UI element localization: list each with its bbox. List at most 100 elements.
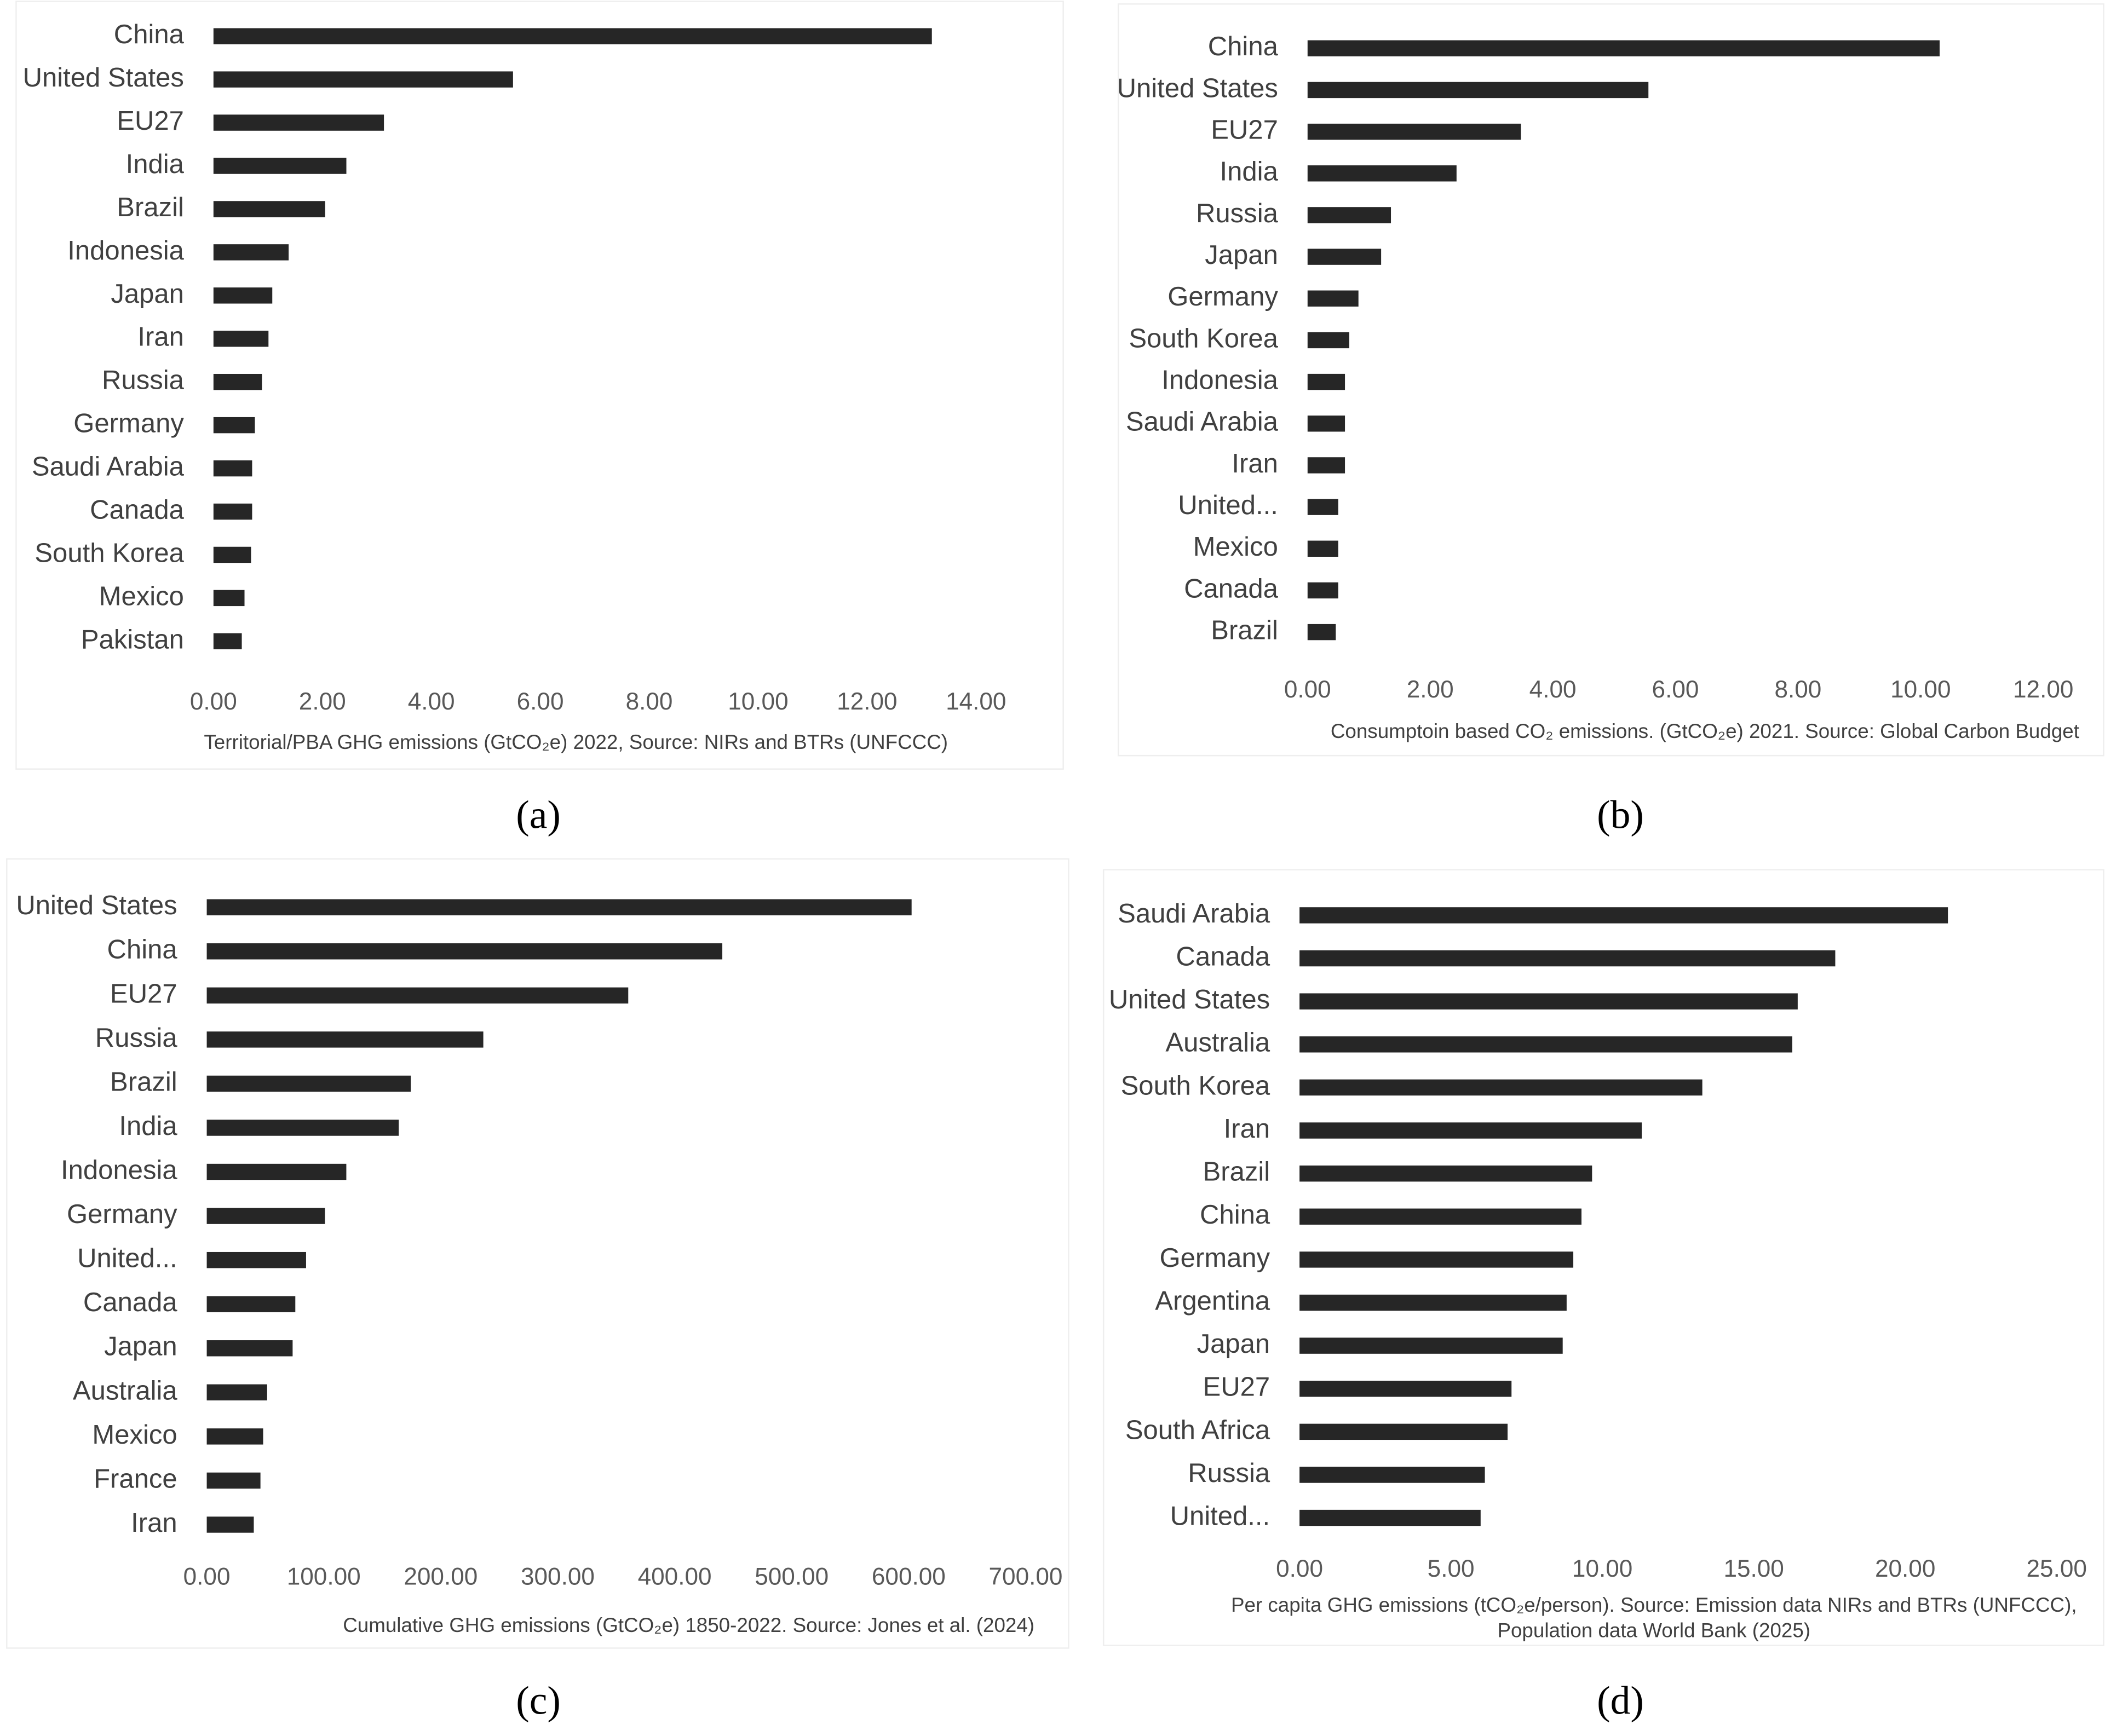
category-label: Pakistan <box>81 625 184 654</box>
x-tick-label: 0.00 <box>190 688 237 715</box>
category-label: Canada <box>83 1288 177 1317</box>
x-tick-label: 300.00 <box>521 1564 595 1590</box>
category-label: Iran <box>131 1508 177 1538</box>
bar <box>1299 1251 1574 1268</box>
bar <box>1299 1337 1563 1354</box>
bar <box>1299 993 1798 1010</box>
x-tick-label: 0.00 <box>1276 1555 1323 1582</box>
category-label: Brazil <box>1203 1157 1270 1187</box>
bar <box>206 1516 254 1533</box>
bar <box>1307 332 1349 349</box>
category-label: Japan <box>1205 240 1278 270</box>
bar <box>1299 1165 1592 1182</box>
category-label: France <box>94 1464 177 1493</box>
category-label: Indonesia <box>67 236 184 266</box>
bar <box>213 331 269 347</box>
category-label: United... <box>1170 1502 1270 1531</box>
bar <box>1299 1208 1581 1225</box>
x-tick-label: 100.00 <box>287 1564 361 1590</box>
x-axis-label: Population data World Bank (2025) <box>1497 1619 1810 1642</box>
bar <box>206 1075 411 1092</box>
category-label: China <box>1200 1200 1270 1230</box>
category-label: EU27 <box>117 106 184 136</box>
category-label: South Africa <box>1125 1415 1270 1445</box>
category-label: Iran <box>1224 1114 1270 1144</box>
bar <box>213 244 289 261</box>
bar <box>1307 416 1345 432</box>
bar <box>206 1208 325 1224</box>
category-label: EU27 <box>1203 1372 1270 1402</box>
category-label: South Korea <box>34 538 184 568</box>
x-tick-label: 700.00 <box>989 1564 1063 1590</box>
bar <box>1307 624 1336 641</box>
bar <box>213 373 262 390</box>
category-label: Japan <box>111 279 184 309</box>
bar <box>213 201 325 217</box>
bar <box>213 158 347 174</box>
category-label: Japan <box>1197 1329 1270 1359</box>
category-label: India <box>126 149 185 179</box>
x-tick-label: 14.00 <box>946 688 1006 715</box>
bar <box>1307 499 1338 515</box>
category-label: Canada <box>1184 574 1278 603</box>
bar <box>1299 1423 1508 1440</box>
category-label: Brazil <box>110 1067 177 1097</box>
x-tick-label: 10.00 <box>1890 676 1951 703</box>
category-label: Germany <box>67 1199 177 1229</box>
category-label: China <box>1208 32 1279 61</box>
x-tick-label: 6.00 <box>1652 676 1699 703</box>
bar <box>206 1296 296 1312</box>
x-tick-label: 600.00 <box>872 1564 946 1590</box>
bar <box>1299 1079 1703 1096</box>
bar <box>1307 373 1345 390</box>
category-label: EU27 <box>1211 116 1278 145</box>
category-label: Iran <box>137 322 183 352</box>
bar <box>1299 1122 1642 1139</box>
bar <box>1299 1509 1481 1526</box>
category-label: United... <box>1178 491 1278 520</box>
category-label: China <box>107 935 178 965</box>
bar <box>1307 40 1940 56</box>
category-label: United States <box>1109 985 1270 1014</box>
bar <box>206 987 629 1004</box>
bar <box>1299 950 1836 967</box>
bar <box>213 287 273 304</box>
category-label: Argentina <box>1155 1286 1270 1316</box>
x-tick-label: 25.00 <box>2027 1555 2087 1582</box>
x-tick-label: 8.00 <box>1774 676 1821 703</box>
bar <box>1307 165 1457 182</box>
category-label: Japan <box>104 1332 177 1362</box>
bar <box>213 503 252 520</box>
category-label: Indonesia <box>1161 366 1278 395</box>
category-label: United States <box>1117 73 1278 103</box>
category-label: Mexico <box>1193 532 1278 562</box>
category-label: Mexico <box>92 1420 177 1450</box>
x-tick-label: 12.00 <box>837 688 897 715</box>
bar <box>1307 207 1391 223</box>
category-label: Russia <box>1188 1458 1270 1488</box>
category-label: China <box>114 20 185 49</box>
bar <box>1307 249 1382 265</box>
bar <box>206 1340 293 1357</box>
bar <box>206 1031 484 1048</box>
category-label: Russia <box>1196 199 1279 228</box>
bar <box>1299 1467 1485 1483</box>
category-label: Indonesia <box>61 1155 177 1185</box>
category-label: Australia <box>1165 1028 1270 1058</box>
bar <box>206 899 912 915</box>
category-label: South Korea <box>1121 1071 1270 1100</box>
bar <box>1299 907 1948 924</box>
category-label: Australia <box>73 1376 177 1405</box>
x-axis-label: Territorial/PBA GHG emissions (GtCO₂e) 2… <box>204 731 948 753</box>
category-label: Germany <box>73 409 184 439</box>
x-tick-label: 2.00 <box>299 688 346 715</box>
category-label: Saudi Arabia <box>32 452 185 482</box>
x-tick-label: 12.00 <box>2013 676 2073 703</box>
x-tick-label: 200.00 <box>404 1564 478 1590</box>
x-tick-label: 10.00 <box>728 688 788 715</box>
panel-frame <box>15 1 1064 770</box>
x-tick-label: 0.00 <box>183 1564 231 1590</box>
category-label: Russia <box>95 1023 178 1053</box>
bar <box>206 1163 347 1180</box>
